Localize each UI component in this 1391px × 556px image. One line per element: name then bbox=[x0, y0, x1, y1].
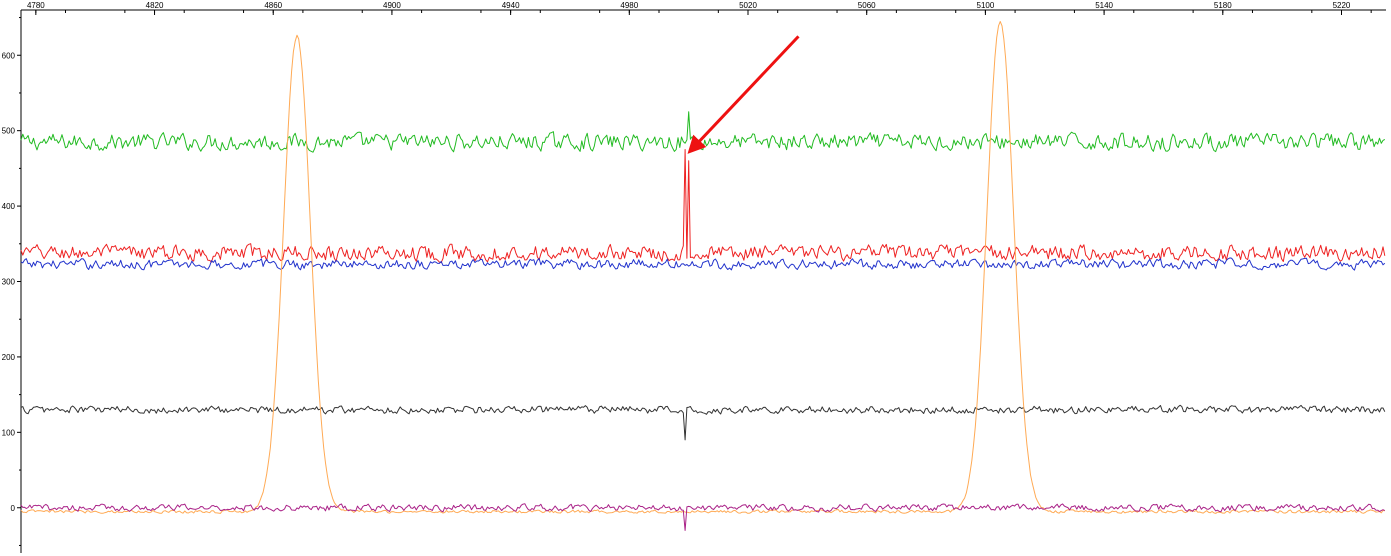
series-line-6 bbox=[20, 503, 1386, 531]
x-tick-label: 4940 bbox=[502, 1, 520, 10]
x-tick-label: 4980 bbox=[620, 1, 638, 10]
x-tick-label: 4860 bbox=[264, 1, 282, 10]
y-tick-label: 500 bbox=[2, 127, 16, 136]
series-line-4 bbox=[20, 404, 1386, 441]
x-tick-label: 5180 bbox=[1214, 1, 1232, 10]
y-tick-label: 300 bbox=[2, 278, 16, 287]
series-line-3 bbox=[20, 257, 1386, 271]
series-line-2 bbox=[20, 149, 1386, 264]
y-tick-label: 100 bbox=[2, 428, 16, 437]
x-tick-label: 5220 bbox=[1333, 1, 1351, 10]
y-tick-label: 0 bbox=[11, 504, 16, 513]
x-tick-label: 5140 bbox=[1095, 1, 1113, 10]
x-tick-label: 4780 bbox=[27, 1, 45, 10]
annotation-arrow bbox=[687, 35, 800, 154]
x-tick-label: 5020 bbox=[739, 1, 757, 10]
y-tick-label: 600 bbox=[2, 51, 16, 60]
series-line-5 bbox=[20, 21, 1385, 514]
y-tick-label: 400 bbox=[2, 202, 16, 211]
x-tick-label: 5060 bbox=[858, 1, 876, 10]
x-tick-label: 5100 bbox=[977, 1, 995, 10]
y-tick-label: 200 bbox=[2, 353, 16, 362]
x-tick-label: 4820 bbox=[146, 1, 164, 10]
x-tick-label: 4900 bbox=[383, 1, 401, 10]
